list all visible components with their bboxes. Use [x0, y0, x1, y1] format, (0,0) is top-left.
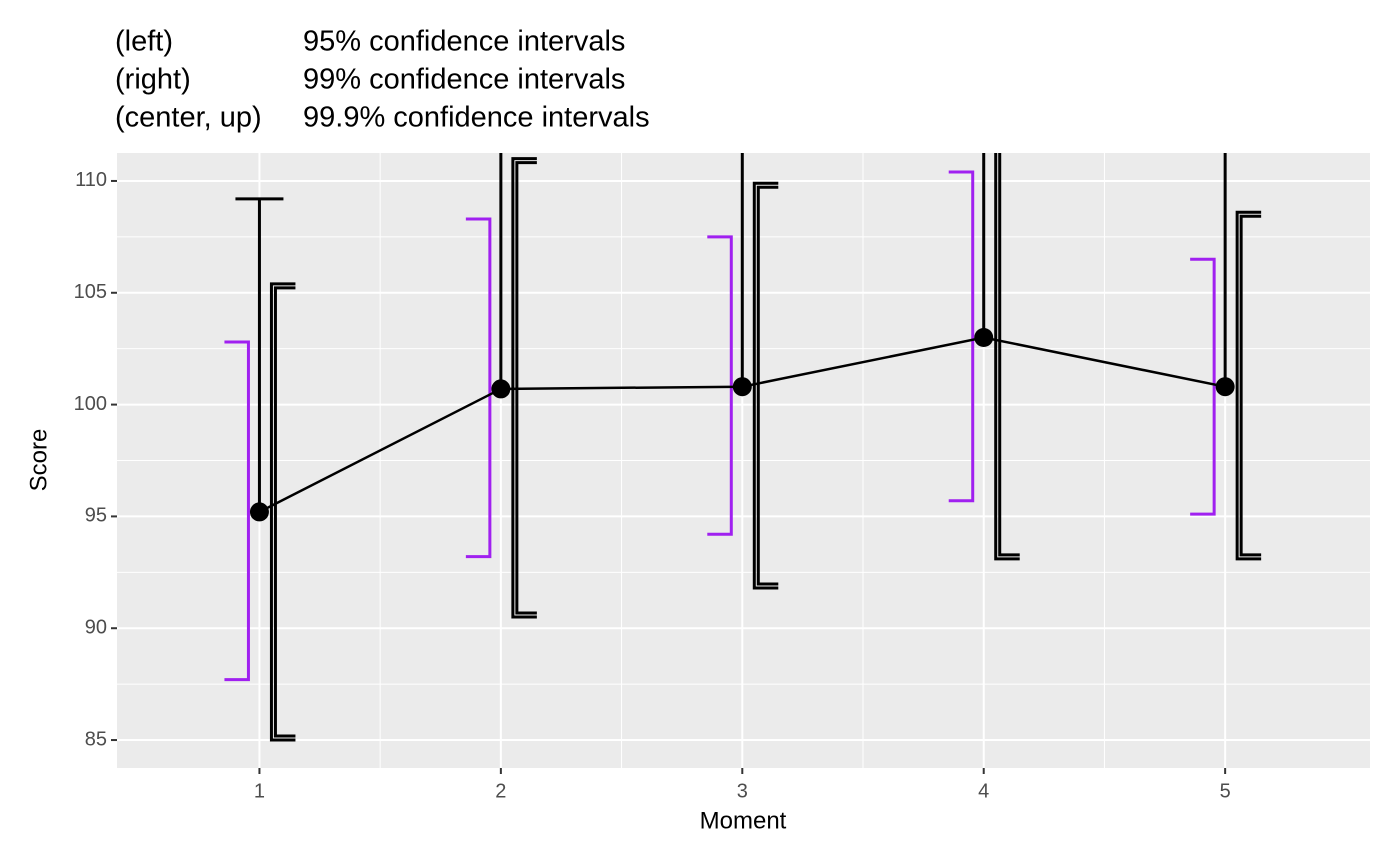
mean-point — [249, 502, 269, 522]
interval-bracket — [752, 181, 779, 590]
y-tick-label: 95 — [85, 505, 107, 527]
y-tick-label: 110 — [75, 169, 107, 191]
x-tick-label: 3 — [737, 780, 748, 802]
y-tick-label: 105 — [74, 281, 107, 303]
x-axis-label: Moment — [700, 807, 787, 834]
interval-bracket — [948, 170, 975, 503]
labels: (left) 95% confidence intervals (right) 99%… — [74, 26, 1231, 803]
interval-bracket-shadow — [756, 185, 779, 586]
y-axis-label: Score — [25, 429, 52, 492]
mean-point — [732, 377, 752, 397]
x-tick-label: 5 — [1220, 780, 1231, 802]
title-text: 95% confidence intervals — [303, 26, 625, 58]
interval-bracket — [269, 282, 296, 742]
interval-bracket-shadow — [273, 286, 296, 738]
y-tick-label: 90 — [85, 617, 107, 639]
title-label: (center, up) — [115, 102, 262, 134]
interval-bracket — [224, 340, 250, 682]
y-tick-label: 85 — [85, 728, 107, 750]
y-tick-label: 100 — [74, 393, 107, 415]
marks — [224, 153, 1262, 742]
x-tick-label: 2 — [495, 780, 506, 802]
interval-bracket — [1235, 210, 1262, 561]
x-tick-label: 1 — [254, 780, 265, 802]
interval-bracket — [1190, 257, 1216, 516]
interval-bracket — [465, 217, 492, 559]
mean-point — [491, 379, 511, 399]
title-text: 99% confidence intervals — [303, 64, 625, 96]
title-label: (right) — [115, 64, 191, 96]
interval-bracket-shadow — [1239, 214, 1262, 557]
title-label: (left) — [115, 26, 173, 58]
title-text: 99.9% confidence intervals — [303, 102, 650, 134]
mean-point — [974, 328, 994, 347]
x-tick-label: 4 — [978, 780, 989, 802]
mean-point — [1215, 377, 1235, 397]
